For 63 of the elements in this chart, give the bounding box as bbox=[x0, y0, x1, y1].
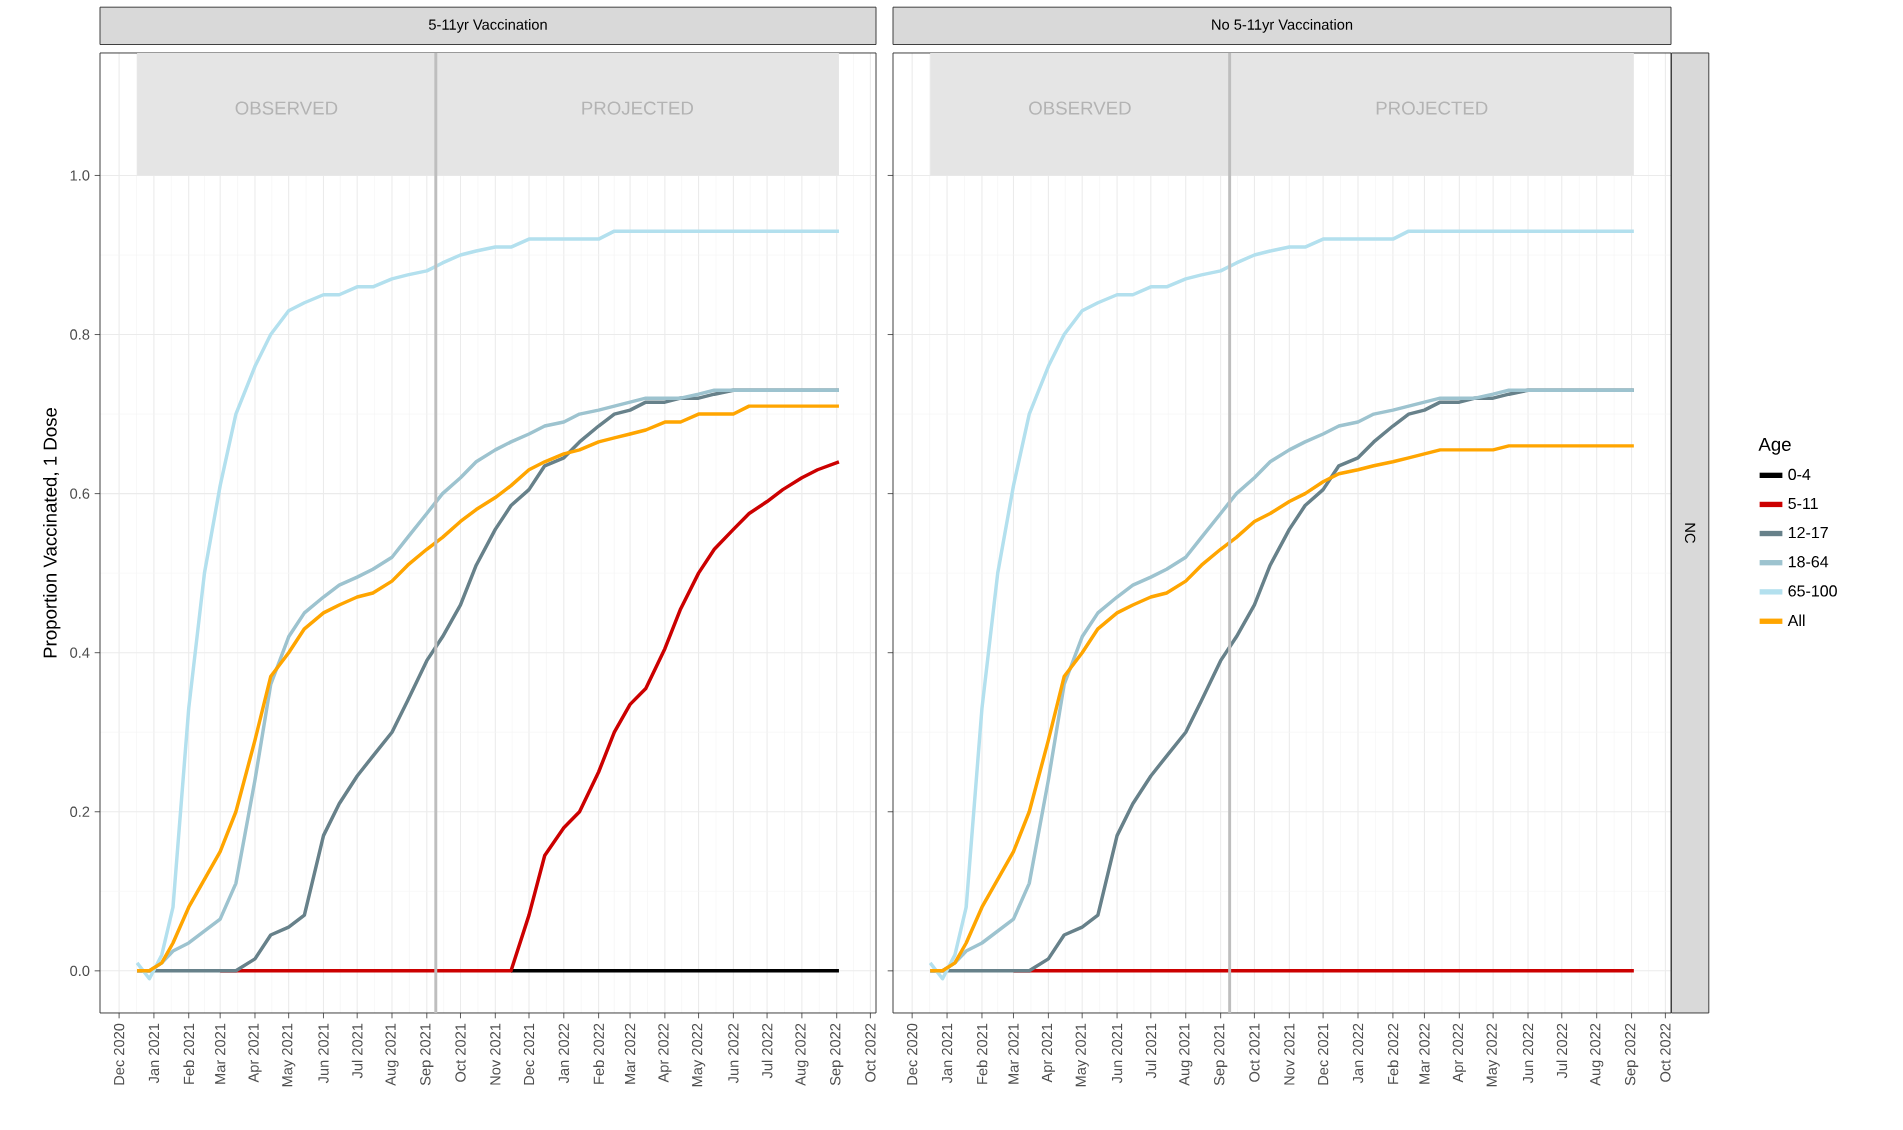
x-tick-label: Jul 2022 bbox=[761, 1023, 773, 1079]
x-tick-label: Sep 2021 bbox=[1214, 1023, 1228, 1086]
x-tick-label: Dec 2021 bbox=[1317, 1023, 1329, 1085]
x-tick-label: Nov 2021 bbox=[490, 1023, 501, 1085]
x-tick-label: Mar 2021 bbox=[1008, 1023, 1019, 1084]
x-tick-label: Aug 2021 bbox=[385, 1023, 399, 1086]
y-axis-title: Proportion Vaccinated, 1 Dose bbox=[43, 407, 61, 658]
y-tick-label: 0.8 bbox=[70, 329, 90, 340]
x-tick-label: Jul 2022 bbox=[1556, 1023, 1568, 1079]
y-tick-label: 0.4 bbox=[70, 647, 90, 658]
x-tick-label: Sep 2021 bbox=[420, 1023, 434, 1086]
chart-title: No 5-11yr Vaccination bbox=[1212, 19, 1353, 33]
x-tick-label: Aug 2022 bbox=[1590, 1023, 1604, 1086]
y-tick-label: 0.0 bbox=[70, 965, 90, 977]
x-tick-label: Jul 2021 bbox=[351, 1023, 363, 1079]
legend-label: 5-11 bbox=[1788, 497, 1818, 510]
x-tick-label: Aug 2021 bbox=[1179, 1023, 1193, 1086]
x-tick-label: Nov 2021 bbox=[1284, 1023, 1295, 1085]
x-tick-label: Feb 2021 bbox=[976, 1023, 988, 1084]
x-tick-label: Sep 2022 bbox=[1624, 1023, 1639, 1086]
x-tick-label: Jan 2022 bbox=[558, 1023, 569, 1084]
x-tick-label: Dec 2020 bbox=[906, 1023, 918, 1085]
x-tick-label: Mar 2022 bbox=[1419, 1023, 1430, 1084]
x-tick-label: May 2021 bbox=[282, 1023, 296, 1087]
x-tick-label: Feb 2022 bbox=[1387, 1023, 1399, 1084]
text: NC bbox=[1684, 523, 1696, 544]
x-tick-label: May 2022 bbox=[1486, 1023, 1500, 1087]
chart-title: 5-11yr Vaccination bbox=[428, 19, 547, 33]
x-tick-label: Aug 2022 bbox=[795, 1023, 809, 1086]
x-tick-label: Mar 2021 bbox=[214, 1023, 226, 1084]
x-tick-label: Oct 2022 bbox=[1660, 1023, 1671, 1082]
legend-label: 65-100 bbox=[1788, 585, 1837, 597]
legend-label: 12-17 bbox=[1788, 526, 1828, 539]
x-tick-label: Dec 2021 bbox=[523, 1023, 535, 1085]
x-tick-label: May 2021 bbox=[1075, 1023, 1089, 1087]
legend-label: 18-64 bbox=[1788, 556, 1829, 568]
x-tick-label: Jul 2021 bbox=[1145, 1023, 1157, 1079]
x-tick-label: Jun 2022 bbox=[728, 1023, 739, 1084]
x-tick-label: Feb 2021 bbox=[183, 1023, 195, 1084]
x-tick-label: Oct 2022 bbox=[865, 1023, 876, 1082]
x-tick-label: Feb 2022 bbox=[593, 1023, 605, 1084]
x-tick-label: Jun 2021 bbox=[318, 1023, 329, 1084]
x-tick-label: Jun 2022 bbox=[1522, 1023, 1534, 1084]
x-tick-label: Jan 2021 bbox=[941, 1023, 953, 1084]
legend-label: 0-4 bbox=[1788, 468, 1811, 481]
y-tick-label: 1.0 bbox=[70, 170, 90, 181]
x-tick-label: Oct 2021 bbox=[455, 1023, 466, 1082]
x-tick-label: Sep 2022 bbox=[830, 1023, 844, 1086]
x-tick-label: Mar 2022 bbox=[624, 1023, 636, 1084]
x-tick-label: Apr 2021 bbox=[1041, 1023, 1056, 1083]
legend-title: Age bbox=[1758, 437, 1791, 455]
y-tick-label: 0.6 bbox=[70, 488, 90, 499]
x-tick-label: Apr 2022 bbox=[658, 1023, 672, 1083]
x-tick-label: Jun 2021 bbox=[1111, 1023, 1123, 1084]
x-tick-label: Jan 2022 bbox=[1352, 1023, 1364, 1084]
x-tick-label: Apr 2021 bbox=[248, 1023, 262, 1083]
x-tick-label: Dec 2020 bbox=[113, 1023, 125, 1085]
x-tick-label: May 2022 bbox=[691, 1023, 706, 1087]
x-tick-label: Jan 2021 bbox=[148, 1023, 160, 1084]
y-tick-label: 0.2 bbox=[70, 806, 90, 817]
x-tick-label: Oct 2021 bbox=[1249, 1023, 1260, 1082]
legend-label: All bbox=[1787, 614, 1805, 627]
x-tick-label: Apr 2022 bbox=[1452, 1023, 1466, 1083]
